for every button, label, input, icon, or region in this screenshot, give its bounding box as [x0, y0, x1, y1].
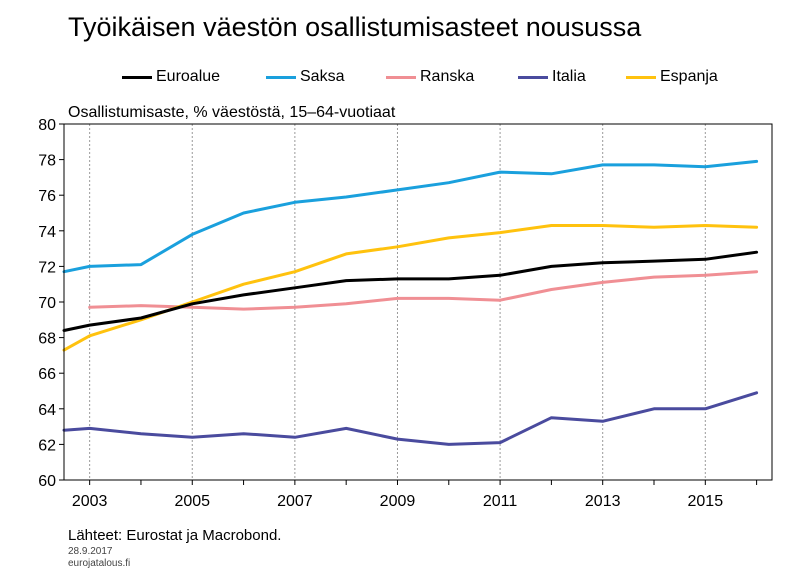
- legend-item-italia: Italia: [518, 68, 586, 86]
- y-ticks: 60 62 64 66 68 70 72 74 76 78 80: [38, 117, 64, 490]
- y-tick-label: 80: [38, 117, 56, 134]
- x-tick-label: 2015: [688, 493, 724, 510]
- series-layer: [62, 159, 759, 446]
- y-tick-label: 72: [38, 259, 56, 276]
- legend-swatch-saksa: [266, 75, 296, 79]
- legend-item-espanja: Espanja: [626, 68, 718, 86]
- plot-frame: [63, 123, 773, 481]
- x-tick-label: 2011: [483, 493, 518, 510]
- y-tick-label: 62: [38, 437, 56, 454]
- y-axis-label: Osallistumisaste, % väestöstä, 15–64-vuo…: [68, 104, 396, 121]
- x-tick-label: 2007: [277, 493, 313, 510]
- x-tick-label: 2009: [380, 493, 416, 510]
- site-note: eurojatalous.fi: [68, 558, 131, 569]
- y-tick-label: 64: [38, 402, 56, 419]
- y-tick-label: 66: [38, 366, 56, 383]
- legend-swatch-ranska: [386, 75, 416, 79]
- legend-item-euroalue: Euroalue: [122, 68, 220, 86]
- legend-item-saksa: Saksa: [266, 68, 344, 86]
- y-tick-label: 76: [38, 188, 56, 205]
- legend-label-euroalue: Euroalue: [156, 68, 221, 85]
- series-line-saksa: [62, 159, 759, 274]
- legend-swatch-espanja: [626, 75, 656, 79]
- legend-label-ranska: Ranska: [420, 68, 475, 85]
- grid-layer: [89, 124, 706, 480]
- x-tick-label: 2005: [174, 493, 210, 510]
- date-note: 28.9.2017: [68, 546, 113, 557]
- legend-swatch-italia: [518, 75, 548, 79]
- x-ticks: 2003 2005 2007 2009 2011 2013 2015: [72, 480, 758, 510]
- y-tick-label: 78: [38, 153, 56, 170]
- legend-label-espanja: Espanja: [660, 68, 718, 85]
- x-tick-label: 2003: [72, 493, 108, 510]
- series-line-ranska: [88, 270, 759, 311]
- series-line-espanja: [62, 224, 759, 352]
- y-tick-label: 60: [38, 473, 56, 490]
- source-note: Lähteet: Eurostat ja Macrobond.: [68, 527, 282, 544]
- legend-label-saksa: Saksa: [300, 68, 345, 85]
- legend-label-italia: Italia: [552, 68, 586, 85]
- series-line-euroalue: [62, 250, 759, 332]
- x-tick-label: 2013: [585, 493, 621, 510]
- chart-title: Työikäisen väestön osallistumisasteet no…: [68, 12, 642, 42]
- y-tick-label: 70: [38, 295, 56, 312]
- legend-swatch-euroalue: [122, 75, 152, 79]
- y-tick-label: 74: [38, 224, 56, 241]
- series-line-italia: [62, 391, 759, 446]
- y-tick-label: 68: [38, 331, 56, 348]
- legend-item-ranska: Ranska: [386, 68, 474, 86]
